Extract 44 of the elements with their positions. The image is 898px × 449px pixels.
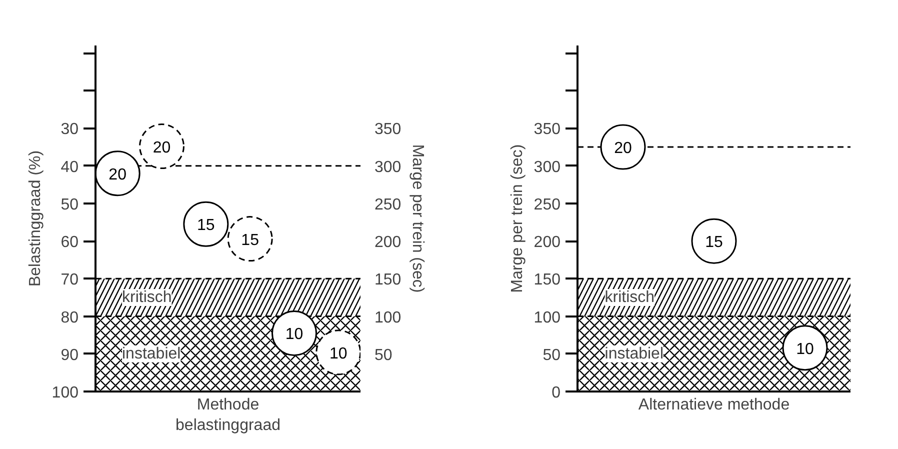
y-tick-label: 30 — [60, 121, 79, 138]
y-tick-label: 40 — [60, 158, 79, 176]
series-label: 20 — [108, 166, 127, 184]
series-label: 15 — [197, 217, 215, 234]
y-tick-label: 90 — [60, 346, 79, 364]
y2-tick-label: 200 — [374, 234, 402, 252]
band-label: instabiel — [122, 345, 181, 362]
y-tick-label: 50 — [60, 196, 79, 214]
point — [316, 330, 360, 376]
series-label: 10 — [796, 340, 814, 358]
y-tick-label: 300 — [534, 158, 561, 176]
y-axis-title: Belastinggraad (%) — [26, 150, 44, 287]
y2-tick-label: 300 — [374, 158, 402, 176]
x-axis-title: Alternatieve methode — [638, 396, 790, 414]
y-tick-label: 60 — [60, 234, 79, 252]
y2-tick-label: 250 — [374, 196, 402, 214]
y-tick-label: 0 — [552, 384, 561, 402]
band-label: kritisch — [122, 288, 172, 306]
y-tick-label: 150 — [534, 272, 561, 289]
y-tick-label: 200 — [534, 234, 561, 252]
y-axis-title: Marge per trein (sec) — [508, 144, 526, 293]
y2-tick-label: 50 — [374, 346, 392, 364]
series-label: 15 — [705, 234, 723, 252]
y2-tick-label: 350 — [374, 121, 402, 138]
y-tick-label: 100 — [534, 309, 561, 326]
y-tick-label: 350 — [534, 121, 561, 138]
band-label: instabiel — [604, 345, 664, 362]
y2-axis-title: Marge per trein (sec) — [409, 144, 426, 293]
y-tick-label: 80 — [60, 309, 79, 326]
series-label: 10 — [330, 345, 348, 362]
series-label: 10 — [285, 326, 304, 344]
y-tick-label: 50 — [542, 346, 561, 364]
y-tick-label: 250 — [534, 196, 561, 214]
y-tick-label: 70 — [60, 272, 79, 289]
point — [782, 325, 828, 371]
point — [272, 310, 317, 356]
series-label: 20 — [152, 139, 171, 156]
y2-tick-label: 150 — [374, 272, 402, 289]
x-axis-title: Methode belastinggraad — [176, 396, 280, 434]
series-label: 15 — [241, 232, 260, 249]
band-label: kritisch — [604, 288, 655, 306]
series-label: 20 — [614, 140, 632, 158]
y-tick-label: 100 — [52, 384, 79, 402]
y2-tick-label: 100 — [374, 309, 402, 326]
